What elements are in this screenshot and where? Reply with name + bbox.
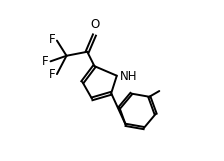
Text: NH: NH xyxy=(120,70,138,83)
Text: F: F xyxy=(42,55,49,68)
Text: F: F xyxy=(48,68,55,81)
Text: O: O xyxy=(91,18,100,31)
Text: F: F xyxy=(48,33,55,46)
